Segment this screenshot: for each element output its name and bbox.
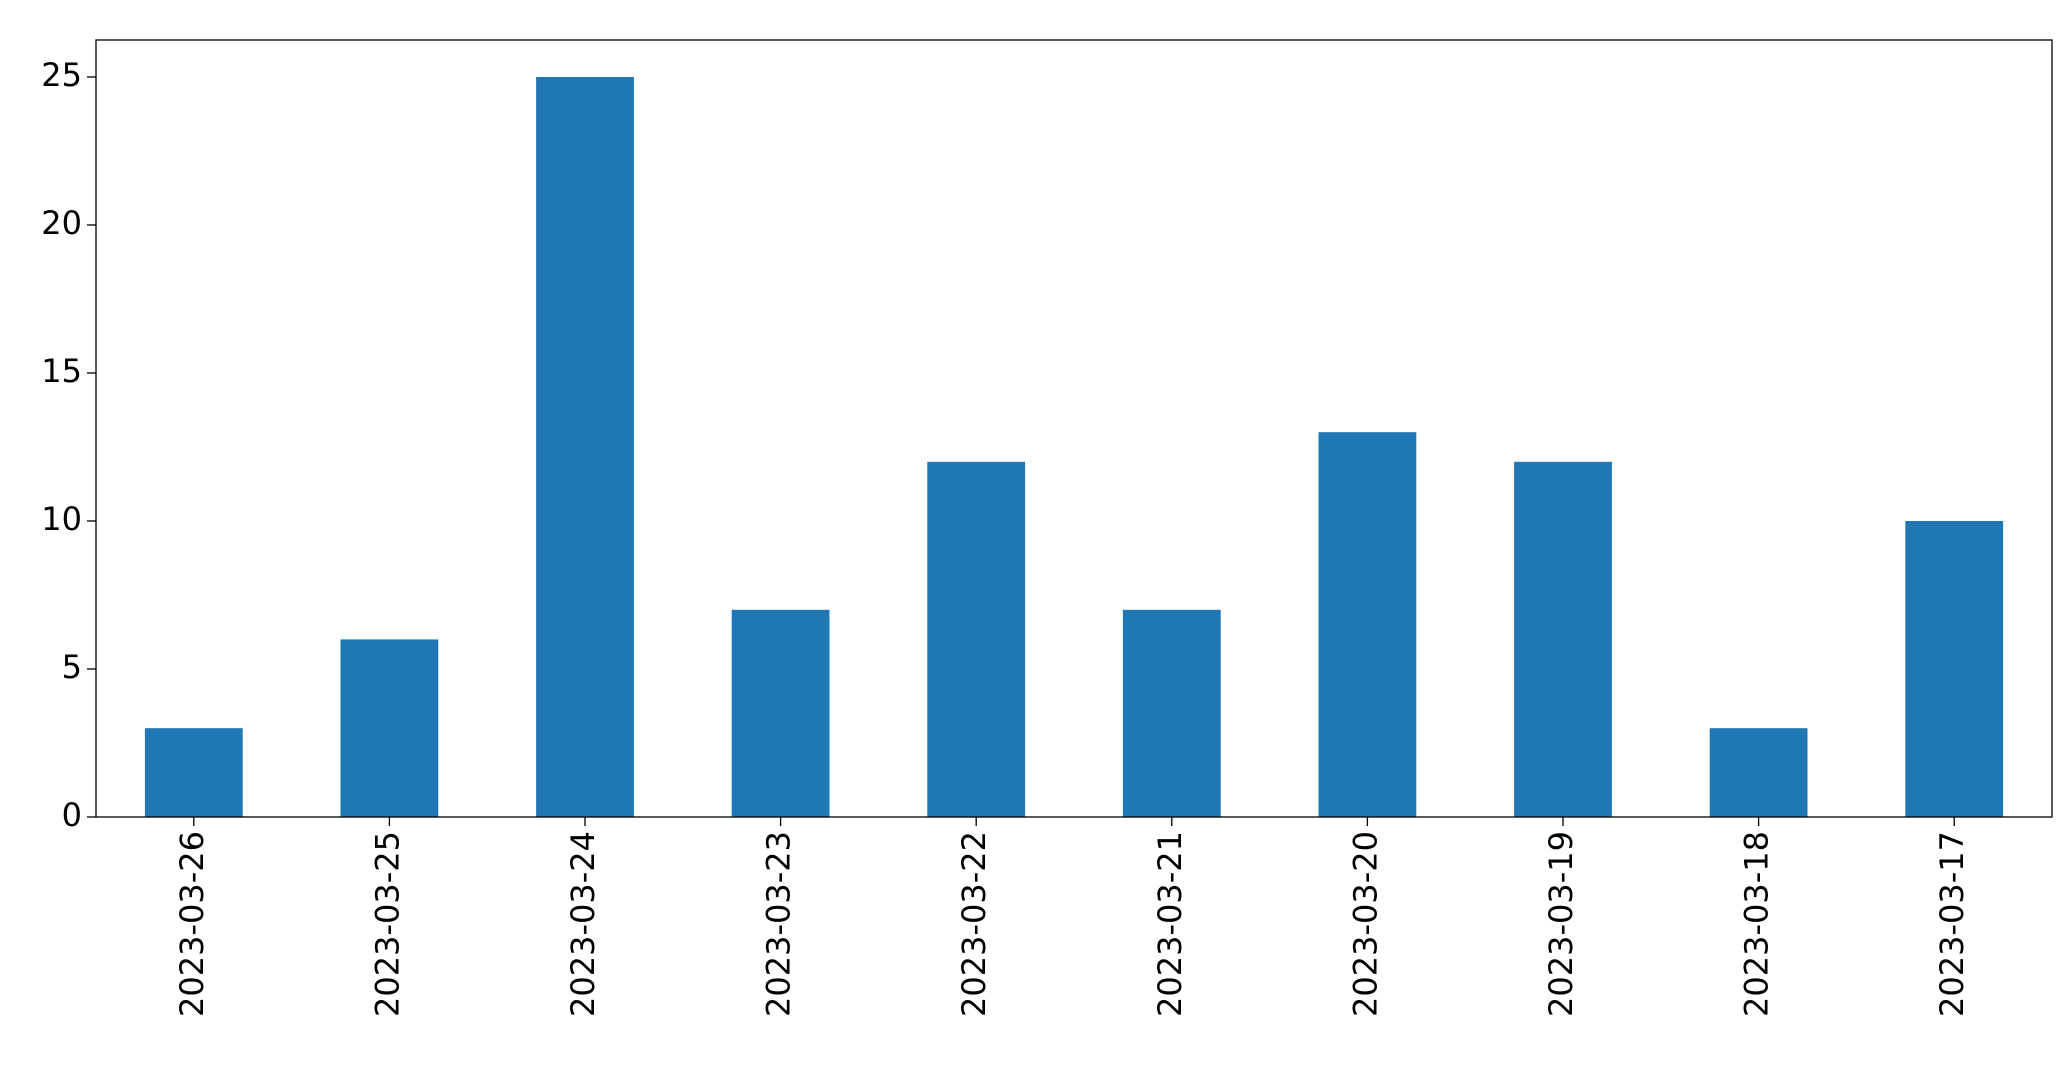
x-tick-label: 2023-03-25 xyxy=(368,831,406,1017)
y-tick-label: 10 xyxy=(41,500,82,538)
bar xyxy=(1122,609,1221,817)
bar xyxy=(536,77,634,817)
x-tick-label: 2023-03-24 xyxy=(564,831,602,1017)
x-tick-label: 2023-03-22 xyxy=(955,831,993,1017)
x-tick-label: 2023-03-26 xyxy=(173,831,211,1017)
y-tick-label: 0 xyxy=(62,796,82,834)
bar xyxy=(927,461,1026,817)
y-tick-label: 25 xyxy=(41,56,82,94)
bar xyxy=(144,728,243,817)
bar xyxy=(340,639,439,817)
bar xyxy=(1709,728,1808,817)
x-tick-label: 2023-03-23 xyxy=(760,831,798,1017)
plot-frame xyxy=(95,39,2053,818)
bar xyxy=(1318,432,1417,817)
x-tick-label: 2023-03-17 xyxy=(1933,831,1971,1017)
x-tick-label: 2023-03-19 xyxy=(1542,831,1580,1017)
y-tick-label: 5 xyxy=(62,648,82,686)
y-tick-label: 15 xyxy=(41,352,82,390)
bar xyxy=(731,609,830,817)
bar xyxy=(1905,521,2004,817)
x-tick-label: 2023-03-20 xyxy=(1346,831,1384,1017)
x-tick-label: 2023-03-21 xyxy=(1151,831,1189,1017)
bar xyxy=(1514,461,1612,817)
x-tick-label: 2023-03-18 xyxy=(1738,831,1776,1017)
y-tick-label: 20 xyxy=(41,204,82,242)
